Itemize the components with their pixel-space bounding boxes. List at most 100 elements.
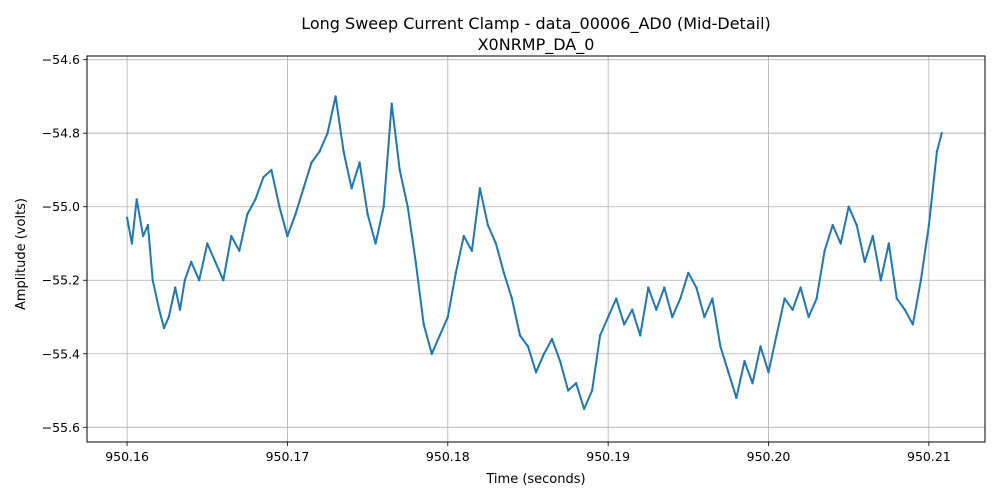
y-tick-label: −55.2 — [42, 273, 80, 288]
data-point — [222, 279, 225, 282]
data-point — [727, 371, 730, 374]
data-point — [494, 242, 498, 245]
y-tick-label: −54.8 — [42, 126, 80, 141]
data-point — [783, 297, 786, 300]
data-point — [158, 308, 161, 311]
data-point — [198, 279, 201, 282]
x-tick-label: 950.20 — [747, 449, 791, 464]
data-point — [334, 95, 337, 98]
data-point — [940, 132, 943, 135]
data-point — [743, 359, 746, 363]
data-point — [655, 308, 658, 311]
data-point — [214, 260, 217, 264]
data-point — [326, 132, 329, 135]
data-point — [639, 334, 642, 337]
x-tick-label: 950.17 — [266, 449, 310, 464]
data-point — [839, 242, 842, 245]
data-point — [294, 212, 297, 216]
data-point — [358, 161, 361, 164]
x-axis-label: Time (seconds) — [485, 472, 585, 487]
plot-frame — [86, 55, 986, 443]
data-point — [454, 271, 457, 275]
data-point — [615, 297, 618, 300]
data-point — [590, 389, 594, 392]
data-point — [318, 150, 321, 153]
data-point — [687, 271, 690, 275]
data-point — [831, 223, 834, 227]
data-point — [703, 315, 706, 319]
data-point — [510, 297, 514, 300]
data-point — [270, 168, 273, 172]
x-tick-label: 950.18 — [426, 449, 470, 464]
data-point — [350, 187, 353, 190]
data-point — [141, 234, 145, 238]
data-point — [414, 260, 417, 264]
data-point — [162, 326, 166, 330]
data-point — [534, 371, 538, 374]
data-point — [887, 242, 890, 245]
data-point — [751, 382, 754, 385]
data-point — [125, 216, 129, 219]
data-point — [446, 315, 449, 319]
data-point — [759, 345, 762, 348]
data-point — [582, 407, 586, 411]
data-point — [663, 286, 666, 289]
data-point — [151, 279, 154, 282]
data-point — [799, 286, 802, 289]
data-point — [302, 187, 305, 190]
data-point — [574, 382, 578, 385]
data-point — [430, 352, 433, 355]
data-point — [911, 323, 914, 326]
y-axis-label: Amplitude (volts) — [14, 198, 29, 310]
data-point — [558, 359, 562, 363]
data-point — [366, 212, 369, 216]
data-point — [502, 271, 506, 275]
data-point — [398, 168, 401, 172]
data-point — [767, 371, 770, 374]
data-point — [382, 205, 385, 208]
data-point — [390, 102, 393, 106]
data-point — [130, 242, 134, 245]
data-point — [135, 198, 138, 201]
data-point — [695, 286, 698, 289]
data-point — [542, 352, 546, 355]
data-point — [815, 297, 818, 300]
data-point — [406, 205, 409, 208]
data-point — [206, 242, 209, 245]
data-point — [847, 205, 850, 208]
ticks-layer: 950.16 950.17 950.18 950.19 950.20 950.21 −54.… — [42, 52, 951, 464]
x-tick-label: 950.16 — [105, 449, 149, 464]
data-point — [254, 198, 257, 201]
data-point — [167, 315, 170, 319]
y-tick-label: −55.6 — [42, 420, 80, 435]
data-point — [679, 297, 682, 300]
y-tick-label: −54.6 — [42, 52, 80, 67]
data-point — [903, 308, 906, 311]
x-tick-label: 950.21 — [907, 449, 951, 464]
data-point — [246, 212, 249, 216]
data-point — [807, 315, 810, 319]
data-point — [598, 334, 602, 337]
y-tick-label: −55.4 — [42, 346, 80, 361]
data-point — [230, 234, 233, 238]
data-point — [310, 161, 313, 164]
data-point — [342, 150, 345, 153]
data-point — [823, 249, 826, 252]
x-tick-label: 950.19 — [586, 449, 630, 464]
data-point — [146, 223, 150, 227]
data-point — [791, 308, 794, 311]
data-point — [262, 176, 265, 179]
data-point — [879, 279, 882, 282]
data-point — [623, 323, 626, 326]
chart-subtitle: X0NRMP_DA_0 — [478, 35, 595, 55]
data-point — [647, 286, 650, 289]
data-point — [919, 279, 923, 282]
data-point — [671, 315, 674, 319]
data-point — [526, 345, 530, 348]
y-tick-label: −55.0 — [42, 199, 80, 214]
data-point — [871, 234, 874, 238]
data-point — [735, 396, 738, 400]
data-point — [566, 389, 570, 392]
data-point — [775, 334, 778, 337]
data-point — [895, 297, 898, 300]
